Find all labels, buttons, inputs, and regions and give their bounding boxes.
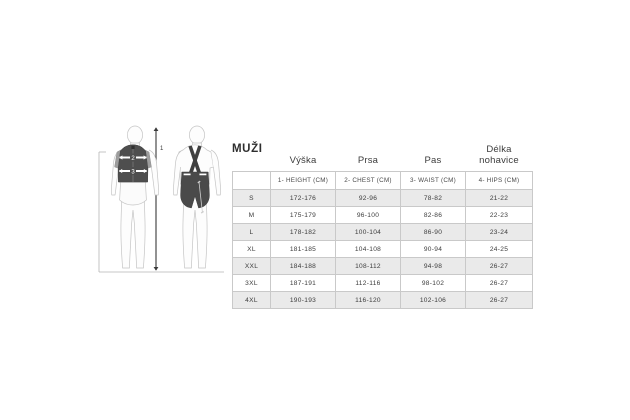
cell-chest: 100-104: [335, 223, 401, 241]
header-en-waist: 3- WAIST (CM): [400, 171, 466, 190]
table-row: 4XL 190-193 116-120 102-106 26-27: [232, 291, 533, 309]
cell-height: 178-182: [270, 223, 336, 241]
height-bracket: [98, 151, 224, 273]
cell-height: 175-179: [270, 206, 336, 224]
height-marker-label: 1: [160, 146, 164, 152]
size-table: Výška Prsa Pas Délka nohavice 1- HEIGHT …: [232, 140, 533, 309]
header-en-blank: [232, 171, 271, 190]
cell-hips: 26-27: [465, 257, 533, 275]
cell-size: M: [232, 206, 271, 224]
svg-text:2: 2: [131, 156, 135, 162]
cell-height: 172-176: [270, 189, 336, 207]
header-cz-hips: Délka nohavice: [479, 144, 519, 166]
cell-waist: 90-94: [400, 240, 466, 258]
cell-waist: 102-106: [400, 291, 466, 309]
height-axis-line: [153, 127, 159, 271]
cell-waist: 82-86: [400, 206, 466, 224]
bib-shorts: [180, 171, 210, 209]
bib-straps: [188, 145, 202, 175]
cell-height: 190-193: [270, 291, 336, 309]
cell-height: 184-188: [270, 257, 336, 275]
cell-chest: 108-112: [335, 257, 401, 275]
cell-size: S: [232, 189, 271, 207]
back-figure: [172, 125, 222, 269]
front-figure: 2 3: [110, 125, 160, 269]
waist-measure-band: 3: [119, 167, 147, 176]
cell-size: L: [232, 223, 271, 241]
cell-waist: 98-102: [400, 274, 466, 292]
cell-chest: 96-100: [335, 206, 401, 224]
table-row: S 172-176 92-96 78-82 21-22: [232, 189, 533, 207]
cell-hips: 22-23: [465, 206, 533, 224]
cell-hips: 24-25: [465, 240, 533, 258]
chest-measure-band: 2: [119, 153, 147, 162]
inseam-guide: [197, 180, 204, 214]
svg-text:3: 3: [131, 170, 135, 176]
cell-waist: 86-90: [400, 223, 466, 241]
cell-chest: 104-108: [335, 240, 401, 258]
table-row: XL 181-185 104-108 90-94 24-25: [232, 240, 533, 258]
cell-height: 181-185: [270, 240, 336, 258]
cell-chest: 116-120: [335, 291, 401, 309]
cell-hips: 26-27: [465, 274, 533, 292]
cell-hips: 21-22: [465, 189, 533, 207]
cell-size: 4XL: [232, 291, 271, 309]
table-header-cz: Výška Prsa Pas Délka nohavice: [233, 140, 533, 172]
cell-hips: 26-27: [465, 291, 533, 309]
cell-height: 187-191: [270, 274, 336, 292]
cell-size: XXL: [232, 257, 271, 275]
cell-waist: 78-82: [400, 189, 466, 207]
size-table-area: MUŽI Výška Prsa Pas Délka nohavice 1- HE…: [232, 140, 533, 309]
table-header-en: 1- HEIGHT (CM) 2- CHEST (CM) 3- WAIST (C…: [232, 171, 533, 190]
cell-size: XL: [232, 240, 271, 258]
header-en-height: 1- HEIGHT (CM): [270, 171, 336, 190]
cell-waist: 94-98: [400, 257, 466, 275]
table-row: XXL 184-188 108-112 94-98 26-27: [232, 257, 533, 275]
cell-chest: 112-116: [335, 274, 401, 292]
cell-chest: 92-96: [335, 189, 401, 207]
cell-size: 3XL: [232, 274, 271, 292]
table-row: M 175-179 96-100 82-86 22-23: [232, 206, 533, 224]
table-row: 3XL 187-191 112-116 98-102 26-27: [232, 274, 533, 292]
measurement-illustration: 1: [96, 124, 228, 280]
cell-hips: 23-24: [465, 223, 533, 241]
header-cz-chest: Prsa: [357, 155, 379, 166]
header-cz-height: Výška: [289, 155, 317, 166]
table-body: S 172-176 92-96 78-82 21-22 M 175-179 96…: [232, 189, 533, 309]
table-row: L 178-182 100-104 86-90 23-24: [232, 223, 533, 241]
header-cz-waist: Pas: [424, 155, 442, 166]
header-en-chest: 2- CHEST (CM): [335, 171, 401, 190]
page-title: MUŽI: [232, 143, 263, 155]
header-en-hips: 4- HIPS (CM): [465, 171, 533, 190]
